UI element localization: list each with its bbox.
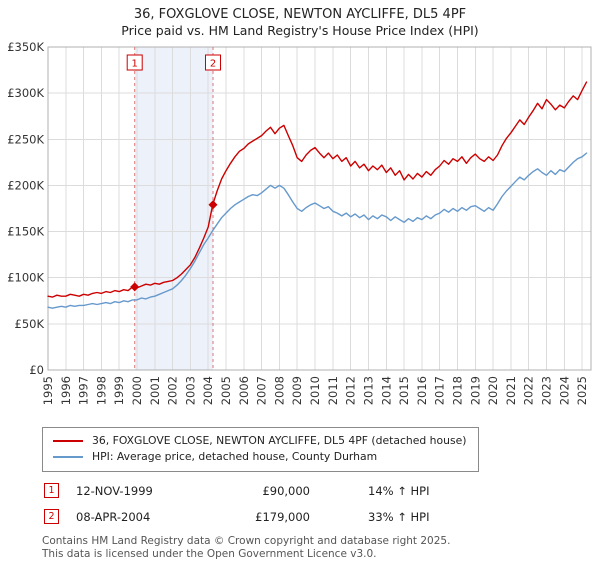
sale-badge-box bbox=[205, 54, 221, 71]
x-tick-label: 2014 bbox=[379, 376, 393, 405]
x-tick-label: 2020 bbox=[486, 376, 500, 405]
x-tick-label: 2019 bbox=[468, 376, 482, 405]
x-tick-label: 2013 bbox=[362, 376, 376, 405]
x-tick-label: 2016 bbox=[415, 376, 429, 405]
legend-item-property: 36, FOXGLOVE CLOSE, NEWTON AYCLIFFE, DL5… bbox=[53, 433, 466, 449]
transaction-row: 2 08-APR-2004 £179,000 33% ↑ HPI bbox=[44, 509, 600, 524]
transaction-price: £179,000 bbox=[255, 509, 310, 524]
y-tick-label: £300K bbox=[7, 86, 44, 100]
y-tick-label: £150K bbox=[7, 225, 44, 239]
x-tick-label: 2023 bbox=[540, 376, 554, 405]
legend-label-property: 36, FOXGLOVE CLOSE, NEWTON AYCLIFFE, DL5… bbox=[92, 434, 467, 447]
transaction-hpi-change: 33% ↑ HPI bbox=[368, 509, 430, 524]
sale-badge-box bbox=[126, 54, 143, 71]
footer-line-2: This data is licensed under the Open Gov… bbox=[42, 548, 377, 560]
transaction-date: 12-NOV-1999 bbox=[76, 483, 153, 498]
sale-badge-label: 2 bbox=[210, 59, 216, 70]
x-tick-label: 1995 bbox=[41, 376, 55, 405]
chart-subtitle: Price paid vs. HM Land Registry's House … bbox=[121, 23, 479, 38]
x-tick-label: 2007 bbox=[255, 376, 269, 405]
x-tick-label: 2010 bbox=[308, 376, 322, 405]
legend-label-hpi: HPI: Average price, detached house, Coun… bbox=[92, 450, 378, 463]
sale-marker-diamond bbox=[130, 282, 140, 292]
property-line-swatch bbox=[53, 440, 83, 442]
x-tick-label: 2001 bbox=[148, 376, 162, 405]
legend-item-hpi: HPI: Average price, detached house, Coun… bbox=[53, 449, 466, 465]
x-tick-label: 1999 bbox=[112, 376, 126, 405]
transaction-date: 08-APR-2004 bbox=[76, 509, 151, 524]
x-tick-label: 2011 bbox=[326, 376, 340, 405]
transaction-hpi-change: 14% ↑ HPI bbox=[368, 483, 430, 498]
plot-border bbox=[47, 46, 592, 371]
x-tick-label: 2004 bbox=[201, 376, 215, 405]
price-chart: 1995 1996 1997 1998 1999 2000 2001 2002 2003 2004… bbox=[0, 39, 600, 425]
y-tick-label: £250K bbox=[7, 132, 44, 146]
sale-marker-diamond bbox=[208, 200, 218, 210]
x-tick-label: 2025 bbox=[575, 376, 589, 405]
price-chart-svg: 1995 1996 1997 1998 1999 2000 2001 2002 2003 2004… bbox=[7, 40, 592, 405]
y-tick-label: £100K bbox=[7, 271, 44, 285]
y-tick-label: £50K bbox=[15, 317, 45, 331]
x-tick-label: 2015 bbox=[397, 376, 411, 405]
x-tick-label: 2006 bbox=[237, 376, 251, 405]
x-tick-label: 2024 bbox=[557, 376, 571, 405]
x-tick-label: 2012 bbox=[344, 376, 358, 405]
transaction-number-badge: 1 bbox=[44, 483, 59, 498]
transaction-row: 1 12-NOV-1999 £90,000 14% ↑ HPI bbox=[44, 483, 600, 498]
footer-line-1: Contains HM Land Registry data © Crown c… bbox=[42, 535, 451, 547]
chart-title: 36, FOXGLOVE CLOSE, NEWTON AYCLIFFE, DL5… bbox=[133, 7, 467, 22]
legend: 36, FOXGLOVE CLOSE, NEWTON AYCLIFFE, DL5… bbox=[42, 427, 480, 472]
x-tick-label: 1998 bbox=[94, 376, 108, 405]
license-footer: Contains HM Land Registry data © Crown c… bbox=[42, 535, 600, 561]
x-tick-label: 2018 bbox=[451, 376, 465, 405]
x-tick-label: 2017 bbox=[433, 376, 447, 405]
x-tick-label: 2003 bbox=[183, 376, 197, 405]
x-tick-label: 2008 bbox=[272, 376, 286, 405]
hpi-line-swatch bbox=[53, 456, 83, 458]
x-tick-label: 2005 bbox=[219, 376, 233, 405]
hpi-line bbox=[47, 152, 588, 309]
x-tick-label: 2009 bbox=[290, 376, 304, 405]
x-tick-label: 1997 bbox=[77, 376, 91, 405]
transaction-price: £90,000 bbox=[262, 483, 310, 498]
x-tick-label: 2000 bbox=[130, 376, 144, 405]
y-tick-label: £200K bbox=[7, 178, 44, 192]
x-tick-label: 2022 bbox=[522, 376, 536, 405]
transaction-table: 1 12-NOV-1999 £90,000 14% ↑ HPI 2 08-APR… bbox=[44, 483, 600, 524]
x-tick-label: 2002 bbox=[166, 376, 180, 405]
y-tick-label: £350K bbox=[7, 40, 44, 54]
ownership-period-band bbox=[134, 47, 213, 370]
y-tick-label: £0 bbox=[29, 363, 44, 377]
transaction-number-badge: 2 bbox=[44, 509, 59, 524]
chart-header: 36, FOXGLOVE CLOSE, NEWTON AYCLIFFE, DL5… bbox=[0, 0, 600, 39]
property-price-line bbox=[47, 81, 588, 298]
x-tick-label: 2021 bbox=[504, 376, 518, 405]
x-tick-label: 1996 bbox=[59, 376, 73, 405]
sale-badge-label: 1 bbox=[132, 59, 138, 70]
